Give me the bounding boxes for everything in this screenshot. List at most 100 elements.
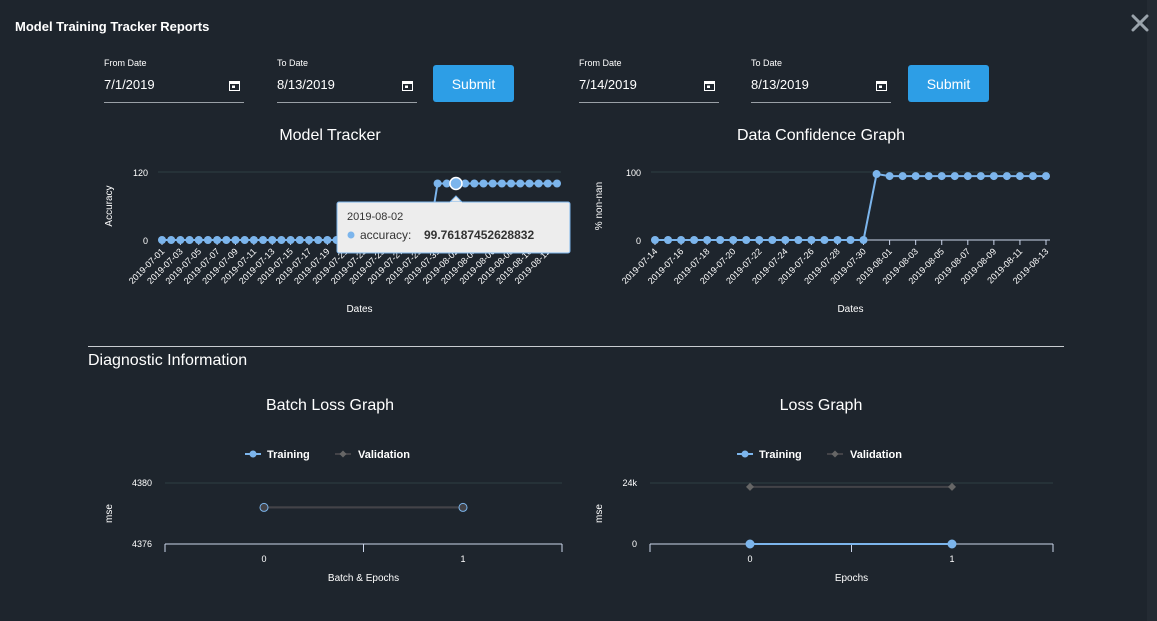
data-point xyxy=(213,236,222,244)
y-tick-label: 0 xyxy=(143,236,148,246)
calendar-icon[interactable] xyxy=(229,80,240,91)
left-from-date-input[interactable]: 7/1/2019 xyxy=(104,77,155,92)
data-point xyxy=(323,236,332,244)
x-axis-title: Dates xyxy=(837,304,863,315)
left-from-date-label: From Date xyxy=(104,58,147,68)
y-tick-label: 4380 xyxy=(132,478,152,488)
data-point xyxy=(277,236,286,244)
right-to-date-field[interactable]: To Date 8/13/2019 xyxy=(751,58,891,103)
y-tick-label: 24k xyxy=(622,478,637,488)
data-point xyxy=(222,236,231,244)
data-point xyxy=(716,236,725,244)
tooltip-value: 99.76187452628832 xyxy=(424,228,534,242)
data-point xyxy=(314,236,323,244)
left-to-date-label: To Date xyxy=(277,58,309,68)
data-point xyxy=(768,236,777,244)
training-data-point xyxy=(458,502,468,512)
x-tick-label: 1 xyxy=(949,554,954,564)
loss-chart[interactable]: Training Validation 24k 0 mse 0 1 Epochs xyxy=(580,440,1080,600)
data-point xyxy=(664,236,673,244)
validation-data-point xyxy=(746,482,754,491)
calendar-icon[interactable] xyxy=(704,80,715,91)
data-point xyxy=(807,236,816,244)
tooltip-pointer-cover xyxy=(449,202,462,204)
data-point xyxy=(651,236,659,244)
data-point xyxy=(859,236,868,244)
data-point xyxy=(286,236,295,244)
data-point xyxy=(231,236,240,244)
legend-symbol-marker xyxy=(249,450,257,458)
y-axis-title: mse xyxy=(594,504,605,523)
validation-data-point xyxy=(948,482,956,491)
data-point xyxy=(553,179,561,188)
data-point xyxy=(203,236,212,244)
data-point xyxy=(194,236,203,244)
data-point xyxy=(268,236,277,244)
data-point xyxy=(470,179,479,188)
training-data-point xyxy=(745,539,755,549)
batch-loss-title: Batch Loss Graph xyxy=(265,397,395,414)
data-point xyxy=(742,236,751,244)
right-submit-button[interactable]: Submit xyxy=(908,65,989,102)
data-point xyxy=(989,172,998,181)
series-line xyxy=(655,172,1046,241)
right-from-date-field[interactable]: From Date 7/14/2019 xyxy=(579,58,719,103)
tooltip-date: 2019-08-02 xyxy=(347,211,403,223)
right-to-date-input[interactable]: 8/13/2019 xyxy=(751,77,809,92)
hover-point xyxy=(449,176,463,191)
training-data-point xyxy=(259,502,269,512)
y-tick-label: 100 xyxy=(626,168,641,178)
left-to-date-field[interactable]: To Date 8/13/2019 xyxy=(277,58,417,103)
right-from-date-underline xyxy=(579,102,719,103)
y-tick-label: 120 xyxy=(133,168,148,178)
data-point xyxy=(516,179,525,188)
tooltip-series-label: accuracy: xyxy=(360,228,411,242)
calendar-icon[interactable] xyxy=(876,80,887,91)
data-point xyxy=(249,236,258,244)
close-icon[interactable] xyxy=(1129,12,1151,34)
x-axis-title: Epochs xyxy=(835,573,868,584)
data-point xyxy=(820,236,829,244)
data-point xyxy=(158,236,166,244)
x-axis-title: Dates xyxy=(346,304,372,315)
data-point xyxy=(950,172,959,181)
data-point xyxy=(703,236,712,244)
data-point xyxy=(176,236,185,244)
y-axis-title: Accuracy xyxy=(104,185,115,226)
data-point xyxy=(911,172,920,181)
calendar-icon[interactable] xyxy=(402,80,413,91)
data-point xyxy=(846,236,855,244)
data-point xyxy=(525,179,534,188)
modal-title: Model Training Tracker Reports xyxy=(15,19,210,34)
left-submit-button[interactable]: Submit xyxy=(433,65,514,102)
data-point xyxy=(304,236,313,244)
left-from-date-field[interactable]: From Date 7/1/2019 xyxy=(104,58,244,103)
data-point xyxy=(794,236,803,244)
y-tick-label: 4376 xyxy=(132,539,152,549)
data-point xyxy=(885,172,894,181)
batch-loss-chart[interactable]: Training Validation 4380 4376 mse 0 1 Batch & E… xyxy=(0,440,580,600)
model-tracker-title: Model Tracker xyxy=(279,127,381,144)
data-point xyxy=(543,179,552,188)
model-tracker-chart[interactable]: 1200AccuracyDates2019-07-012019-07-03201… xyxy=(0,150,580,330)
data-point xyxy=(259,236,268,244)
y-tick-label: 0 xyxy=(632,539,637,549)
x-axis-title: Batch & Epochs xyxy=(328,573,399,584)
right-from-date-input[interactable]: 7/14/2019 xyxy=(579,77,637,92)
left-to-date-underline xyxy=(277,102,417,103)
legend-item-training: Training xyxy=(759,449,802,461)
legend-item-validation: Validation xyxy=(850,449,902,461)
x-tick-label: 0 xyxy=(747,554,752,564)
data-point xyxy=(690,236,699,244)
left-to-date-input[interactable]: 8/13/2019 xyxy=(277,77,335,92)
data-point xyxy=(507,179,516,188)
y-tick-label: 0 xyxy=(636,236,641,246)
data-point xyxy=(534,179,543,188)
x-tick-label: 0 xyxy=(261,554,266,564)
data-confidence-title: Data Confidence Graph xyxy=(736,127,906,144)
data-point xyxy=(976,172,985,181)
legend-item-training: Training xyxy=(267,449,310,461)
y-axis-title: % non-nan xyxy=(594,182,605,230)
data-point xyxy=(924,172,933,181)
